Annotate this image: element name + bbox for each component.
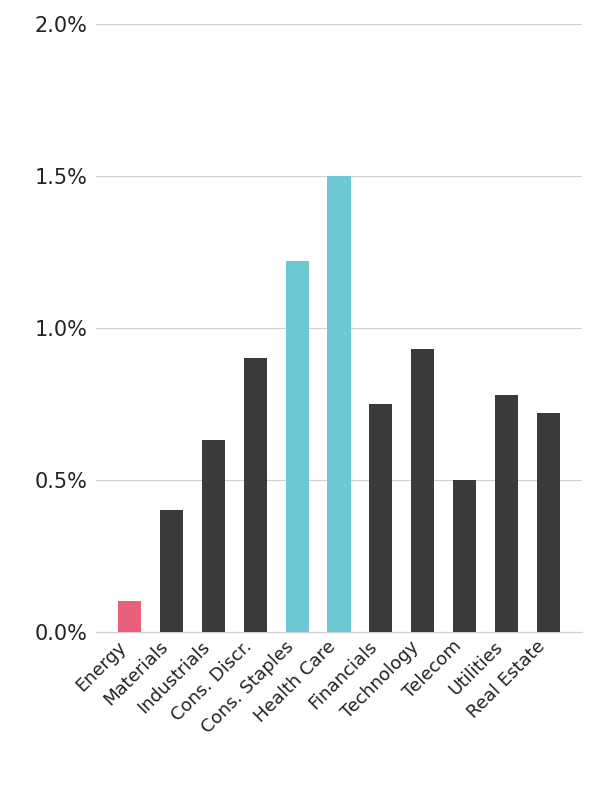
Bar	[118, 601, 141, 632]
Bar	[286, 261, 308, 632]
Bar	[202, 441, 225, 632]
Bar	[244, 358, 267, 632]
Bar	[537, 413, 560, 632]
Bar	[328, 176, 350, 632]
Bar	[160, 510, 183, 632]
Bar	[370, 404, 392, 632]
Bar	[495, 395, 518, 632]
Bar	[411, 349, 434, 632]
Bar	[453, 480, 476, 632]
